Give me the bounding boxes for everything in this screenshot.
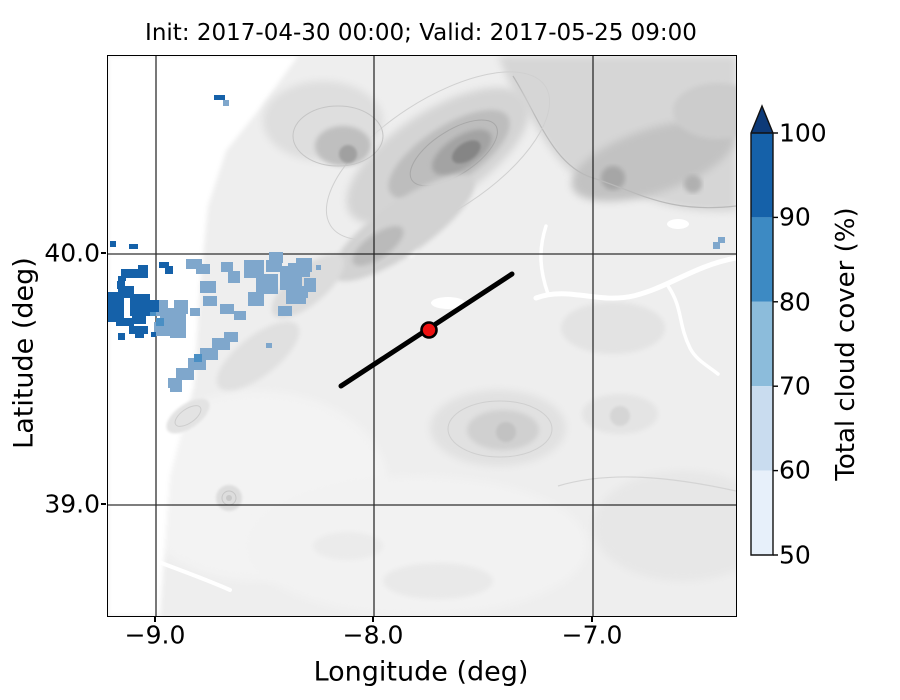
location-marker xyxy=(420,321,438,339)
colorbar-svg xyxy=(750,104,778,556)
y-tick-label: 39.0 xyxy=(44,489,100,519)
colorbar-outline xyxy=(750,104,774,556)
cloud-patches-90-100 xyxy=(108,95,225,340)
colorbar-tick-label: 90 xyxy=(779,202,811,232)
terrain-layer xyxy=(108,56,736,616)
map-svg xyxy=(108,56,736,616)
map-plot-area xyxy=(107,55,737,617)
colorbar-tick-label: 60 xyxy=(779,455,811,485)
x-tick-label: −9.0 xyxy=(124,620,186,650)
colorbar-tick-label: 100 xyxy=(779,118,827,148)
plot-title: Init: 2017-04-30 00:00; Valid: 2017-05-2… xyxy=(145,20,697,46)
x-axis-tick xyxy=(591,617,593,622)
y-tick-label: 40.0 xyxy=(44,238,100,268)
x-tick-label: −7.0 xyxy=(561,620,623,650)
colorbar-tick-label: 70 xyxy=(779,371,811,401)
x-axis-tick xyxy=(372,617,374,622)
colorbar-extend-arrow xyxy=(751,106,773,133)
x-axis-tick xyxy=(154,617,156,622)
colorbar-segment-80-90 xyxy=(751,217,773,302)
x-axis-label: Longitude (deg) xyxy=(313,656,529,688)
y-axis-tick xyxy=(101,503,106,505)
colorbar-axis-label: Total cloud cover (%) xyxy=(831,207,861,481)
colorbar-segment-70-80 xyxy=(751,301,773,387)
y-axis-label: Latitude (deg) xyxy=(8,257,40,449)
x-tick-label: −8.0 xyxy=(342,620,404,650)
colorbar-segment-50-60 xyxy=(751,470,773,555)
river-lines xyxy=(136,219,736,592)
colorbar-tick-label: 80 xyxy=(779,287,811,317)
colorbar xyxy=(750,104,780,557)
colorbar-segment-90-100 xyxy=(751,133,773,218)
colorbar-segment-60-70 xyxy=(751,386,773,471)
y-axis-tick xyxy=(101,252,106,254)
colorbar-tick-label: 50 xyxy=(779,540,811,570)
colorbar-ticks xyxy=(773,132,778,556)
